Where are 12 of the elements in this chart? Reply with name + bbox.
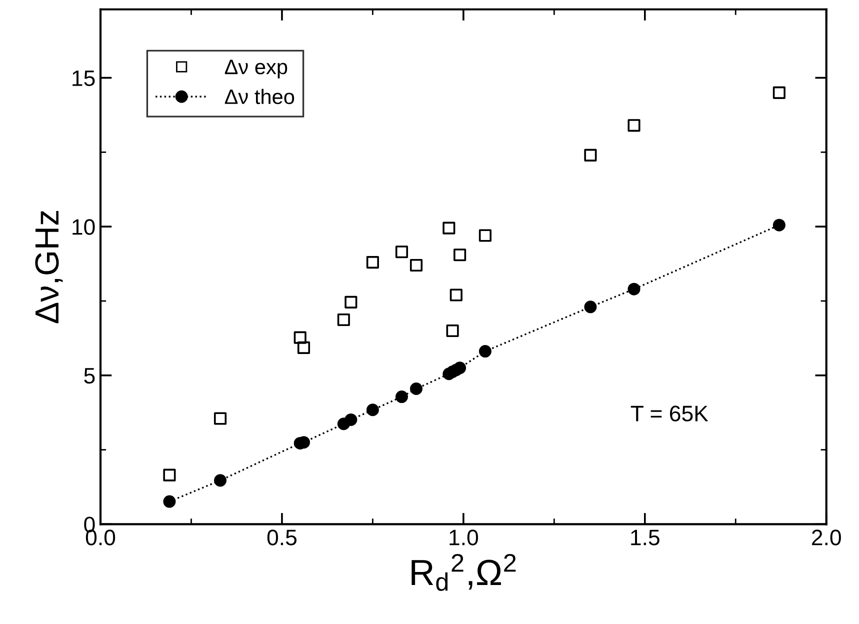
legend-label: Δν exp (224, 60, 288, 78)
y-tick-label: 5 (84, 368, 95, 384)
x-tick-label: 1.0 (450, 530, 478, 546)
x-axis-title: R$_{d}$$^{2}$,Ω$^{2}$ (412, 554, 516, 591)
y-tick-label: 15 (72, 70, 95, 86)
y-axis-title: Δν,GHz (35, 210, 63, 324)
x-tick-label: 2.0 (812, 530, 841, 546)
annotation: T = 65K (630, 406, 708, 422)
x-tick-label: 0.5 (267, 530, 296, 546)
legend-label: Δν theo (224, 88, 294, 104)
y-tick-label: 10 (72, 219, 95, 235)
x-tick-label: 1.5 (631, 530, 660, 546)
